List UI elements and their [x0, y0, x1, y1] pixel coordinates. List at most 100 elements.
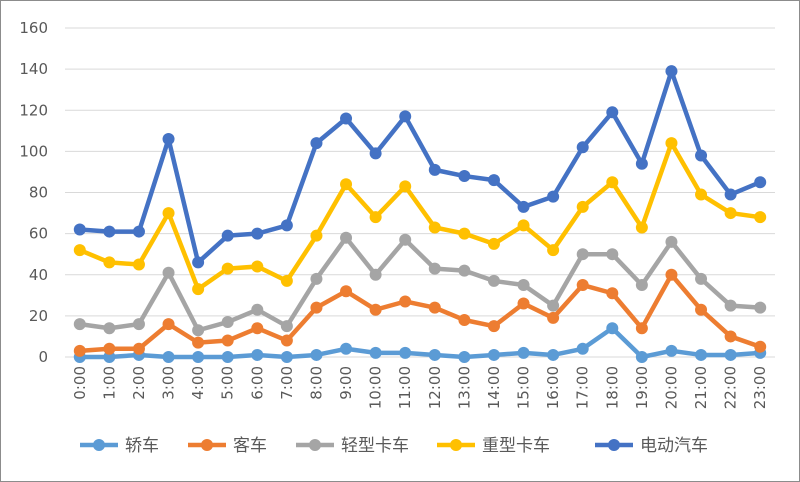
x-tick-label: 21:00 [692, 366, 710, 409]
legend-label: 电动汽车 [640, 436, 708, 456]
data-point [192, 256, 205, 269]
y-tick-label: 120 [19, 101, 48, 119]
x-tick-label: 5:00 [219, 366, 237, 400]
series-3 [73, 137, 767, 296]
data-point [665, 65, 678, 78]
data-point [221, 334, 234, 347]
legend-label: 轻型卡车 [341, 436, 409, 456]
x-tick-label: 4:00 [189, 366, 207, 400]
x-tick-label: 20:00 [662, 366, 680, 409]
y-tick-label: 40 [29, 266, 48, 284]
data-point [754, 211, 767, 224]
data-point [162, 266, 175, 279]
data-point [73, 244, 86, 257]
x-tick-label: 2:00 [130, 366, 148, 400]
data-point [695, 348, 708, 361]
y-tick-label: 20 [29, 307, 48, 325]
data-point [428, 301, 441, 314]
data-point [280, 334, 293, 347]
data-point [665, 344, 678, 357]
data-point [547, 244, 560, 257]
legend-marker [201, 439, 213, 451]
data-point [192, 336, 205, 349]
data-point [547, 190, 560, 203]
data-point [251, 348, 264, 361]
data-point [724, 207, 737, 220]
data-point [162, 133, 175, 146]
x-tick-label: 6:00 [248, 366, 266, 400]
legend-label: 轿车 [125, 436, 159, 456]
x-tick-label: 13:00 [455, 366, 473, 409]
data-point [280, 320, 293, 333]
legend: 轿车 客车 轻型卡车 重型卡车 电动汽车 [80, 436, 708, 456]
data-point [754, 176, 767, 189]
data-point [280, 219, 293, 232]
data-point [458, 351, 471, 363]
legend-item: 轻型卡车 [296, 436, 409, 456]
y-tick-label: 160 [19, 19, 48, 37]
data-point [487, 237, 500, 250]
data-point [399, 346, 412, 359]
data-point [428, 163, 441, 176]
data-point [310, 301, 323, 314]
legend-item: 重型卡车 [437, 436, 550, 456]
data-point [73, 318, 86, 331]
series-4 [73, 65, 767, 269]
data-point [192, 351, 205, 363]
series-0 [73, 322, 767, 363]
data-point [221, 229, 234, 242]
legend-item: 轿车 [80, 436, 159, 456]
data-point [399, 295, 412, 308]
data-point [399, 180, 412, 193]
data-point [695, 303, 708, 316]
x-tick-label: 3:00 [160, 366, 178, 400]
y-tick-label: 140 [19, 60, 48, 78]
data-point [635, 279, 648, 292]
data-point [517, 219, 530, 232]
x-tick-label: 14:00 [485, 366, 503, 409]
legend-item: 电动汽车 [595, 436, 708, 456]
x-tick-label: 18:00 [603, 366, 621, 409]
x-tick-label: 19:00 [633, 366, 651, 409]
data-point [162, 207, 175, 220]
legend-label: 客车 [233, 436, 267, 456]
y-tick-label: 60 [29, 225, 48, 243]
data-point [754, 301, 767, 314]
data-point [132, 258, 145, 271]
y-tick-label: 80 [29, 184, 48, 202]
data-point [458, 227, 471, 240]
data-point [635, 351, 648, 363]
data-point [665, 235, 678, 248]
data-point [487, 174, 500, 187]
data-point [162, 351, 175, 363]
series-line [77, 272, 763, 354]
x-tick-label: 23:00 [751, 366, 769, 409]
data-point [310, 272, 323, 285]
data-point [428, 348, 441, 361]
data-point [369, 303, 382, 316]
data-point [103, 256, 116, 269]
series-1 [73, 268, 767, 357]
data-point [310, 229, 323, 242]
data-point [251, 260, 264, 273]
data-point [132, 342, 145, 355]
data-point [724, 348, 737, 361]
data-point [695, 149, 708, 162]
data-point [340, 342, 353, 355]
x-tick-label: 7:00 [278, 366, 296, 400]
data-point [132, 318, 145, 331]
data-point [517, 200, 530, 213]
data-point [340, 178, 353, 191]
data-point [576, 141, 589, 154]
data-point [635, 221, 648, 234]
x-tick-label: 17:00 [574, 366, 592, 409]
data-point [517, 297, 530, 310]
data-point [399, 110, 412, 123]
data-point [635, 322, 648, 335]
data-point [132, 225, 145, 238]
data-point [517, 346, 530, 359]
data-point [340, 231, 353, 244]
data-point [724, 188, 737, 201]
data-point [162, 318, 175, 331]
